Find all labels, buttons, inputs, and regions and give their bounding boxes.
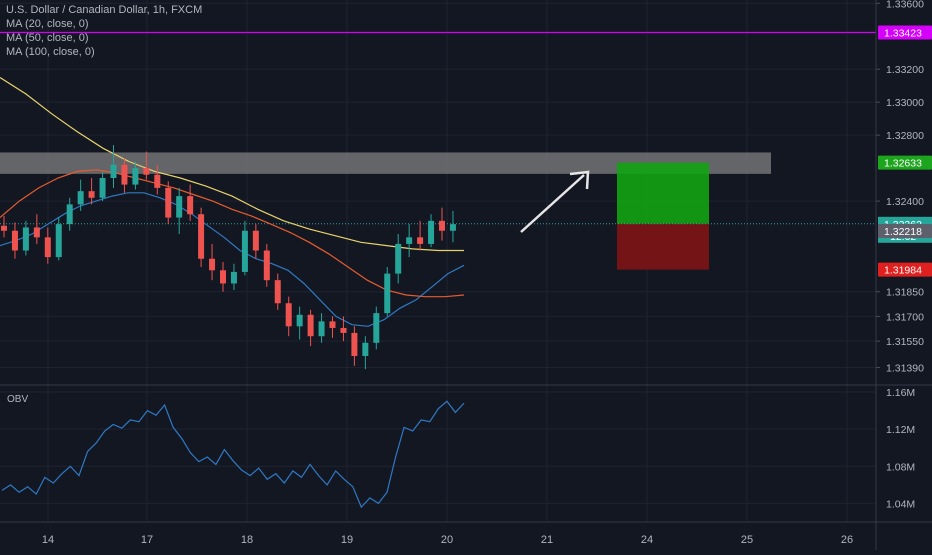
candle-body[interactable] — [198, 214, 205, 259]
ma20-line[interactable] — [0, 192, 465, 327]
candle-body[interactable] — [296, 314, 303, 327]
candle-body[interactable] — [99, 177, 106, 198]
trend-arrow-head[interactable] — [569, 170, 590, 190]
x-tick-label: 24 — [641, 534, 653, 546]
resistance-price-badge: 1.33423 — [884, 27, 922, 39]
candle-body[interactable] — [329, 321, 336, 328]
obv-y-tick-label: 1.08M — [886, 461, 915, 473]
candle-body[interactable] — [241, 230, 248, 272]
ma100-line[interactable] — [0, 76, 464, 252]
candle-body[interactable] — [110, 164, 117, 178]
stop-loss-zone[interactable] — [617, 223, 709, 270]
candle-body[interactable] — [230, 271, 237, 284]
candle-body[interactable] — [307, 314, 314, 337]
candle-body[interactable] — [77, 191, 84, 205]
indicator-ma100-label[interactable]: MA (100, close, 0) — [6, 46, 95, 58]
candle-body[interactable] — [121, 164, 128, 185]
candle-body[interactable] — [176, 196, 183, 218]
candle-body[interactable] — [66, 204, 73, 225]
x-tick-label: 26 — [841, 534, 853, 546]
obv-line[interactable] — [1, 400, 465, 509]
candle-body[interactable] — [285, 303, 292, 327]
resistance-zone-rectangle[interactable] — [0, 152, 771, 174]
y-tick-label: 1.31390 — [886, 363, 924, 375]
x-tick-label: 20 — [441, 534, 453, 546]
target-profit-zone[interactable] — [617, 162, 709, 224]
candle-body[interactable] — [439, 220, 445, 231]
candle-body[interactable] — [252, 230, 259, 251]
ma-price-badge: 1.32218 — [884, 226, 922, 238]
candle-body[interactable] — [362, 342, 369, 356]
indicator-ma20-label[interactable]: MA (20, close, 0) — [6, 18, 89, 30]
y-tick-label: 1.32800 — [886, 130, 924, 142]
candle-body[interactable] — [1, 225, 7, 231]
obv-y-tick-label: 1.12M — [886, 424, 915, 436]
candle-body[interactable] — [340, 327, 347, 333]
candle-body[interactable] — [406, 237, 413, 244]
candle-body[interactable] — [132, 168, 139, 185]
resistance-price-badge-background — [878, 25, 932, 40]
candle-body[interactable] — [209, 258, 216, 271]
obv-y-tick-label: 1.16M — [886, 387, 915, 399]
x-tick-label: 19 — [341, 534, 353, 546]
y-tick-label: 1.31850 — [886, 287, 924, 299]
candle-body[interactable] — [154, 174, 161, 188]
candle-body[interactable] — [318, 321, 325, 337]
y-tick-label: 1.33000 — [886, 97, 924, 109]
y-tick-label: 1.31550 — [886, 336, 924, 348]
y-tick-label: 1.31700 — [886, 311, 924, 323]
candle-body[interactable] — [274, 280, 281, 304]
trend-arrow-line[interactable] — [520, 174, 585, 233]
chart-legend: U.S. Dollar / Canadian Dollar, 1h, FXCM … — [6, 3, 202, 59]
candle-body[interactable] — [88, 191, 95, 198]
stop-price-badge: 1.31984 — [884, 265, 922, 277]
candle-body[interactable] — [220, 270, 226, 284]
candle-body[interactable] — [449, 224, 456, 231]
y-tick-label: 1.33200 — [886, 64, 924, 76]
candle-body[interactable] — [263, 250, 270, 281]
stop-price-badge-background — [878, 262, 932, 277]
candle-body[interactable] — [44, 237, 51, 258]
candle-body[interactable] — [373, 313, 380, 343]
ma-price-badge-background — [878, 224, 932, 239]
candle-body[interactable] — [384, 273, 391, 314]
x-tick-label: 17 — [141, 534, 153, 546]
candle-body[interactable] — [428, 220, 435, 244]
y-tick-label: 1.32400 — [886, 196, 924, 208]
candle-body[interactable] — [143, 168, 150, 175]
x-tick-label: 14 — [42, 534, 54, 546]
candle-body[interactable] — [11, 230, 18, 251]
target-price-badge-background — [878, 155, 932, 170]
x-tick-label: 18 — [241, 534, 253, 546]
candle-body[interactable] — [351, 332, 358, 356]
target-price-badge: 1.32633 — [884, 158, 922, 170]
symbol-title[interactable]: U.S. Dollar / Canadian Dollar, 1h, FXCM — [6, 4, 203, 16]
candle-body[interactable] — [417, 237, 424, 244]
obv-pane-title[interactable]: OBV — [7, 394, 29, 405]
y-tick-label: 1.33600 — [886, 0, 924, 10]
candle-body[interactable] — [187, 196, 194, 215]
indicator-ma50-label[interactable]: MA (50, close, 0) — [6, 32, 89, 44]
candle-body[interactable] — [33, 227, 40, 238]
x-tick-label: 25 — [741, 534, 753, 546]
candle-body[interactable] — [22, 227, 29, 251]
x-tick-label: 21 — [541, 534, 553, 546]
candle-body[interactable] — [395, 243, 402, 274]
obv-y-tick-label: 1.04M — [886, 498, 915, 510]
candle-body[interactable] — [55, 224, 62, 258]
candle-body[interactable] — [165, 187, 172, 218]
